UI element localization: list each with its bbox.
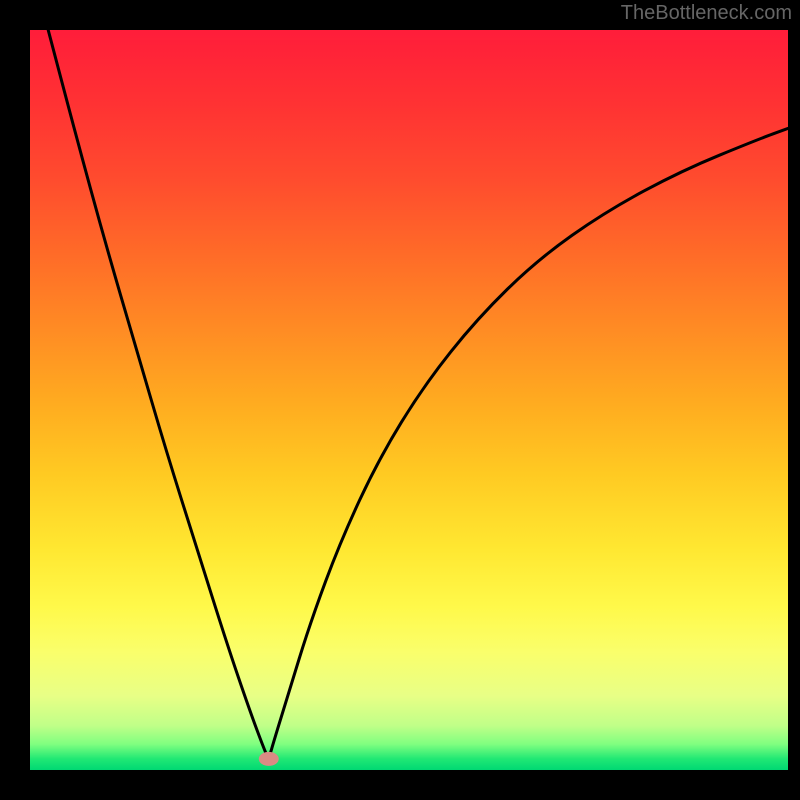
curve-path	[48, 30, 788, 756]
watermark-text: TheBottleneck.com	[621, 2, 792, 25]
plot-area	[30, 30, 788, 770]
bottleneck-curve	[30, 30, 788, 770]
minimum-marker	[259, 752, 279, 766]
chart-frame: TheBottleneck.com	[0, 0, 800, 800]
